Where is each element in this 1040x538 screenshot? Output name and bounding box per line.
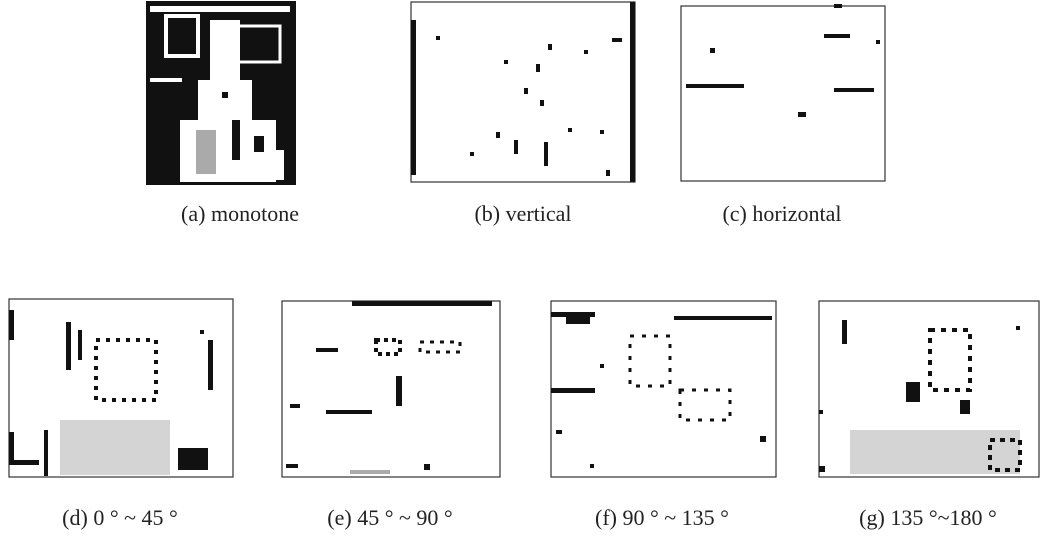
panel-image [8, 298, 234, 478]
panel-image [281, 300, 501, 478]
panel-image [818, 300, 1040, 478]
panel-image [146, 1, 296, 185]
caption: (e) 45 ° ~ 90 ° [327, 505, 452, 530]
caption: (f) 90 ° ~ 135 ° [595, 505, 729, 530]
panel-image [410, 1, 636, 183]
caption: (d) 0 ° ~ 45 ° [62, 505, 178, 530]
panel-image [680, 4, 886, 182]
caption: (g) 135 °~180 ° [859, 505, 997, 530]
caption: (c) horizontal [722, 201, 841, 226]
caption: (b) vertical [474, 201, 571, 226]
panel-image [550, 300, 777, 478]
caption: (a) monotone [181, 201, 299, 226]
